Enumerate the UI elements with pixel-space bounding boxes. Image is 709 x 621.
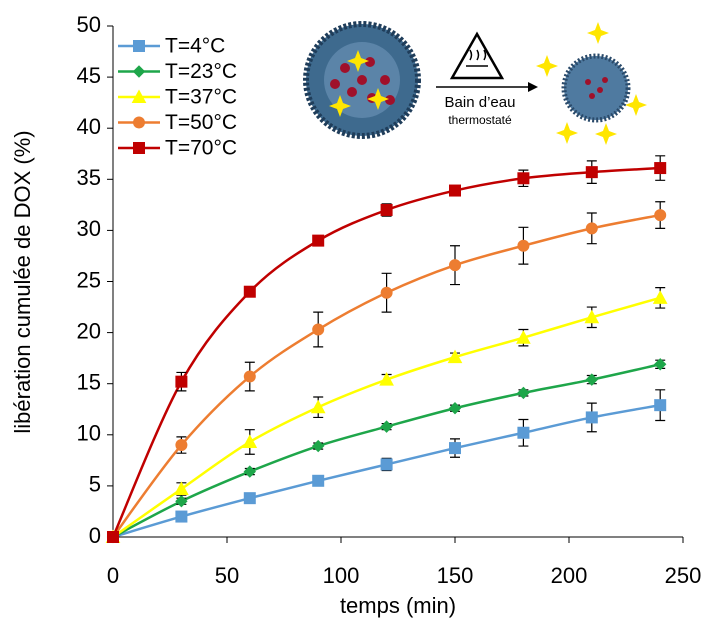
x-tick-label: 150 [437, 563, 474, 588]
heat-sign [449, 31, 505, 80]
marker [243, 285, 256, 298]
x-axis-title: temps (min) [340, 593, 456, 618]
marker [312, 234, 325, 247]
nanoparticle-small [561, 53, 631, 123]
y-tick-label: 50 [77, 12, 101, 37]
legend-marker [132, 65, 146, 78]
annotation: Bain d’eau [445, 94, 516, 111]
y-tick-label: 45 [77, 63, 101, 88]
marker [379, 372, 394, 386]
y-tick-label: 30 [77, 216, 101, 241]
marker [242, 434, 258, 448]
marker [652, 290, 668, 304]
marker [380, 286, 393, 299]
line [112, 363, 661, 539]
marker [175, 439, 188, 452]
series [107, 155, 667, 543]
legend-label: T=37°C [165, 86, 237, 109]
marker [312, 474, 325, 487]
marker [243, 465, 257, 478]
marker [654, 209, 667, 222]
marker [448, 402, 462, 415]
marker [107, 531, 119, 543]
legend-label: T=4°C [165, 35, 225, 58]
marker [585, 166, 598, 179]
y-tick-label: 10 [77, 421, 101, 446]
marker [243, 492, 256, 505]
y-tick-label: 20 [77, 318, 101, 343]
marker [517, 239, 530, 252]
marker [584, 309, 600, 324]
marker [585, 373, 599, 386]
x-tick-label: 50 [215, 563, 239, 588]
marker [175, 510, 188, 523]
x-tick-label: 100 [323, 563, 360, 588]
marker [174, 481, 189, 495]
stars [329, 22, 647, 145]
legend-label: T=23°C [165, 60, 237, 83]
x-tick-label: 0 [107, 563, 119, 588]
series [107, 389, 667, 543]
marker [380, 203, 393, 216]
marker [585, 411, 598, 424]
marker [585, 222, 598, 235]
marker [380, 458, 393, 471]
y-tick-label: 15 [77, 370, 101, 395]
marker [654, 399, 667, 412]
marker [449, 259, 461, 272]
y-tick-label: 40 [77, 114, 101, 139]
marker [243, 370, 256, 383]
marker [449, 184, 461, 197]
line [111, 213, 661, 538]
line [112, 296, 661, 539]
legend-marker [133, 116, 145, 129]
marker [175, 375, 188, 388]
marker [175, 495, 188, 508]
annotation: thermostaté [448, 113, 512, 127]
marker [653, 358, 667, 371]
line [111, 166, 661, 538]
marker [449, 442, 461, 455]
marker [312, 323, 325, 336]
legend-marker [133, 142, 145, 154]
series [105, 287, 668, 543]
legend-label: T=50°C [165, 111, 237, 134]
marker [311, 439, 325, 453]
y-tick-label: 35 [77, 165, 101, 190]
illustration: Bain d’eau thermostaté [303, 21, 647, 145]
marker [517, 426, 530, 439]
x-tick-label: 200 [551, 563, 588, 588]
y-tick-label: 0 [89, 523, 101, 548]
marker [517, 172, 530, 185]
y-axis-title: libération cumulée de DOX (%) [10, 130, 35, 433]
marker [654, 162, 667, 175]
marker [516, 330, 531, 344]
legend-marker [133, 40, 145, 52]
marker [447, 349, 463, 364]
marker [310, 399, 326, 414]
marker [517, 386, 530, 400]
legend-marker [131, 89, 147, 103]
y-tick-label: 25 [77, 267, 101, 292]
legend-label: T=70°C [165, 137, 237, 160]
marker [380, 420, 393, 433]
y-tick-label: 5 [89, 472, 101, 497]
x-tick-label: 250 [665, 563, 702, 588]
